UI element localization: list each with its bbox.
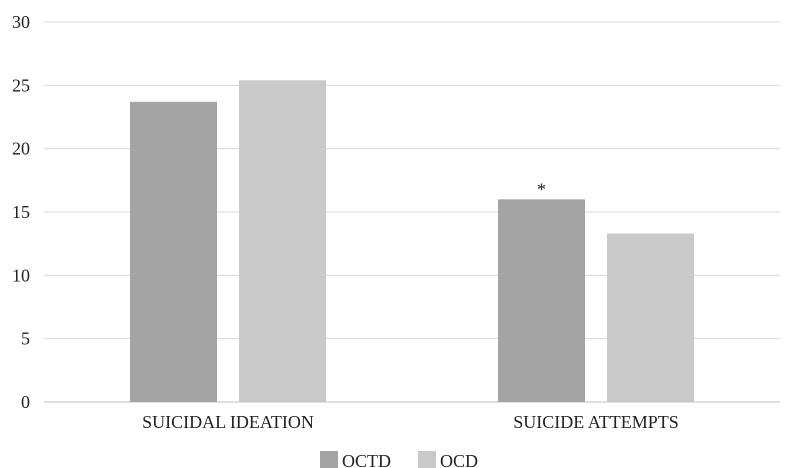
legend-label-octd: OCTD bbox=[342, 451, 391, 468]
y-tick-label: 30 bbox=[12, 12, 30, 32]
y-axis-ticks: 0 5 10 15 20 25 30 bbox=[12, 12, 30, 412]
y-tick-label: 0 bbox=[21, 392, 30, 412]
legend-swatch-octd bbox=[320, 451, 338, 468]
bar-octd-0 bbox=[130, 101, 217, 403]
y-tick-label: 5 bbox=[21, 329, 30, 349]
significance-marker: * bbox=[537, 179, 546, 199]
bar-octd-1 bbox=[498, 199, 585, 402]
x-axis-categories: SUICIDAL IDEATION SUICIDE ATTEMPTS bbox=[142, 412, 679, 432]
bar-ocd-0 bbox=[239, 80, 326, 403]
x-category-label: SUICIDAL IDEATION bbox=[142, 412, 314, 432]
legend-swatch-ocd bbox=[418, 451, 436, 468]
y-tick-label: 15 bbox=[12, 202, 30, 222]
annotations: * bbox=[537, 179, 546, 199]
bar-ocd-1 bbox=[607, 233, 694, 402]
y-tick-label: 10 bbox=[12, 265, 30, 285]
bars bbox=[130, 80, 694, 403]
legend-label-ocd: OCD bbox=[440, 451, 478, 468]
legend: OCTD OCD bbox=[320, 451, 478, 468]
x-category-label: SUICIDE ATTEMPTS bbox=[513, 412, 679, 432]
y-tick-label: 20 bbox=[12, 139, 30, 159]
y-tick-label: 25 bbox=[12, 75, 30, 95]
